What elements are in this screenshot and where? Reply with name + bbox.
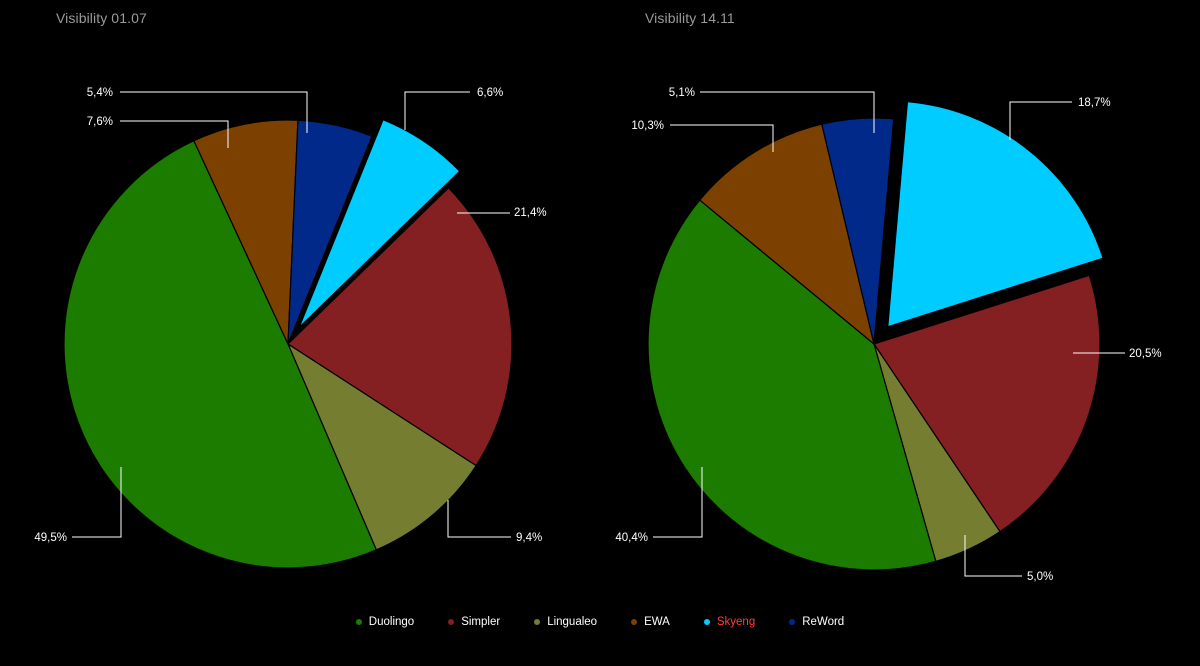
data-label-reword: 5,1% [669, 87, 695, 99]
chart-legend: Duolingo Simpler Lingualeo EWA Skyeng ReWord [0, 616, 1200, 628]
legend-label-skyeng: Skyeng [716, 616, 756, 628]
pie-slice-skyeng [298, 118, 461, 328]
legend-item-reword: ReWord [789, 616, 844, 628]
data-label-ewa: 10,3% [631, 120, 664, 132]
data-label-duolingo: 40,4% [615, 532, 648, 544]
leader-line-lingualeo [964, 535, 1022, 577]
legend-swatch-simpler [448, 619, 455, 625]
legend-label-duolingo: Duolingo [368, 616, 415, 628]
chart-title-right: Visibility 14.11 [645, 10, 735, 26]
leader-line-reword [700, 91, 875, 133]
pie-slice-ewa [193, 119, 299, 345]
data-label-lingualeo: 5,0% [1027, 571, 1053, 583]
legend-label-reword: ReWord [802, 616, 845, 628]
pie-slice-duolingo [647, 199, 937, 571]
data-label-skyeng: 6,6% [477, 87, 503, 99]
legend-label-ewa: EWA [644, 616, 670, 628]
leader-line-reword [120, 91, 308, 133]
legend-item-simpler: Simpler [448, 616, 500, 628]
pie-slice-simpler [873, 274, 1101, 533]
legend-swatch-skyeng [703, 619, 710, 625]
leader-line-ewa [670, 124, 774, 152]
legend-item-ewa: EWA [631, 616, 670, 628]
data-label-ewa: 7,6% [87, 116, 113, 128]
legend-swatch-ewa [631, 619, 638, 625]
data-label-lingualeo: 9,4% [516, 532, 542, 544]
pie-slice-reword [821, 117, 895, 345]
pie-slice-skyeng [887, 101, 1104, 328]
legend-swatch-reword [789, 619, 796, 625]
legend-label-simpler: Simpler [461, 616, 501, 628]
data-label-simpler: 21,4% [514, 207, 547, 219]
pie-slice-reword [287, 119, 373, 345]
leader-line-skyeng [1009, 101, 1072, 140]
data-label-reword: 5,4% [87, 87, 113, 99]
leader-line-lingualeo [447, 500, 511, 538]
pie-slice-ewa [698, 123, 875, 346]
data-label-simpler: 20,5% [1129, 348, 1162, 360]
legend-item-duolingo: Duolingo [355, 616, 415, 628]
chart-title-left: Visibility 01.07 [56, 10, 147, 26]
pie-chart-1: 6,6% 21,4% 9,4% 49,5% 7,6% 5,4% [34, 87, 547, 569]
data-label-duolingo: 49,5% [34, 532, 67, 544]
legend-item-lingualeo: Lingualeo [534, 616, 597, 628]
leader-line-duolingo [653, 467, 703, 538]
pie-chart-2: 18,7% 20,5% 5,0% 40,4% 10,3% 5,1% [615, 87, 1161, 583]
legend-swatch-duolingo [355, 619, 362, 625]
data-label-skyeng: 18,7% [1078, 97, 1111, 109]
legend-swatch-lingualeo [534, 619, 541, 625]
leader-line-ewa [120, 120, 229, 148]
pie-slice-lingualeo [286, 342, 477, 551]
leader-line-duolingo [72, 467, 122, 538]
legend-label-lingualeo: Lingualeo [547, 616, 598, 628]
pie-slice-simpler [287, 186, 513, 467]
legend-item-skyeng: Skyeng [703, 616, 756, 628]
leader-line-skyeng [404, 91, 470, 130]
pie-slice-duolingo [63, 139, 378, 569]
